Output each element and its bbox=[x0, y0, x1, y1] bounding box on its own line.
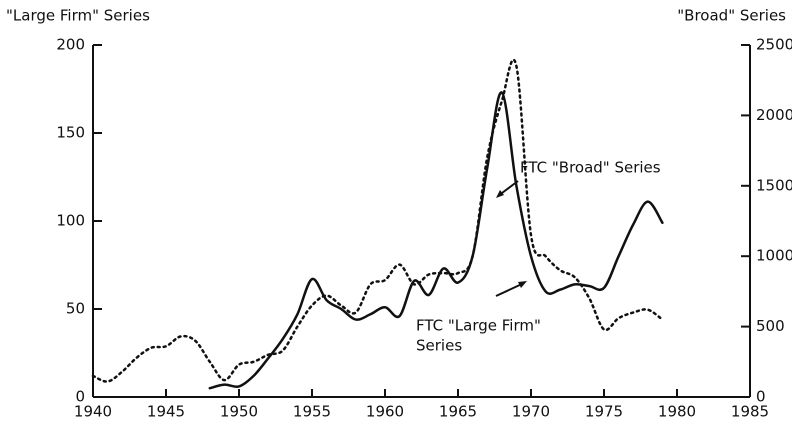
data-line bbox=[91, 58, 664, 383]
arrow-head bbox=[496, 190, 504, 198]
annotation-arrow bbox=[495, 282, 525, 297]
y-axis-label: "Large Firm" Series bbox=[6, 7, 150, 25]
annotation-text: FTC "Broad" Series bbox=[520, 159, 661, 177]
annotation-text: Series bbox=[416, 337, 462, 355]
y2-axis-label: "Broad" Series bbox=[677, 7, 786, 25]
y2-tick-label: 2000 bbox=[756, 106, 792, 124]
x-tick-label: 1945 bbox=[147, 403, 185, 421]
y2-tick-label: 1000 bbox=[756, 247, 792, 265]
x-tick-label: 1955 bbox=[293, 403, 331, 421]
y2-tick-label: 2500 bbox=[756, 36, 792, 54]
annotation: FTC "Large Firm" Series bbox=[416, 317, 541, 355]
y-tick-label: 150 bbox=[56, 124, 85, 142]
annotation-text: FTC "Large Firm" bbox=[416, 317, 541, 335]
x-tick-label: 1970 bbox=[512, 403, 550, 421]
x-tick-label: 1980 bbox=[658, 403, 696, 421]
x-tick-label: 1965 bbox=[439, 403, 477, 421]
x-tick-label: 1940 bbox=[74, 403, 112, 421]
y-tick-label: 100 bbox=[56, 212, 85, 230]
y2-tick-label: 0 bbox=[756, 388, 766, 406]
x-tick-label: 1960 bbox=[366, 403, 404, 421]
y2-tick-label: 1500 bbox=[756, 176, 792, 194]
y-tick-label: 200 bbox=[56, 36, 85, 54]
x-tick-label: 1975 bbox=[585, 403, 623, 421]
y-tick-label: 0 bbox=[75, 388, 85, 406]
x-tick-label: 1950 bbox=[220, 403, 258, 421]
annotation: FTC "Broad" Series bbox=[520, 159, 661, 177]
x-tick-label: 1985 bbox=[731, 403, 769, 421]
y-tick-label: 50 bbox=[66, 300, 85, 318]
arrow-head bbox=[518, 281, 527, 288]
data-line bbox=[208, 91, 664, 390]
y2-tick-label: 500 bbox=[756, 317, 785, 335]
